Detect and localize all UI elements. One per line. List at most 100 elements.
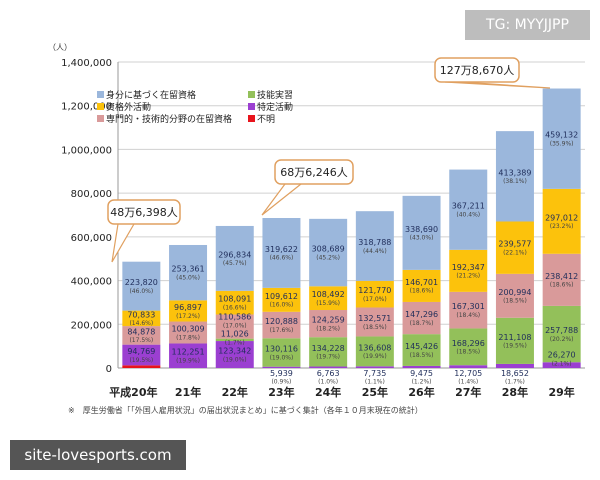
data-label: 12,705 <box>454 369 482 378</box>
bar-segment <box>215 338 254 342</box>
bar-segment <box>262 366 301 368</box>
data-label-percent: (19.7%) <box>316 354 340 361</box>
data-label-percent: (18.6%) <box>410 288 434 295</box>
bar-segment <box>122 261 161 311</box>
bar-segment <box>262 311 301 339</box>
data-label: 94,769 <box>127 347 155 356</box>
data-label: 132,571 <box>358 314 391 323</box>
bar-segment <box>169 321 208 344</box>
bar-segment <box>402 195 441 270</box>
data-label-percent: (19.9%) <box>176 358 200 365</box>
callout-pointer <box>111 223 135 263</box>
watermark-bottom: site-lovesports.com <box>10 440 186 470</box>
data-label-percent: (1.2%) <box>412 379 432 386</box>
data-label: 11,026 <box>221 330 249 339</box>
watermark-top: TG: MYYJJPP <box>465 10 590 40</box>
x-tick-label: 21年 <box>175 385 201 399</box>
bar-segment <box>355 211 394 281</box>
data-label: 84,878 <box>127 327 155 336</box>
data-label: 100,309 <box>172 325 205 334</box>
bar-segment <box>542 253 581 306</box>
data-label-percent: (19.5%) <box>503 343 527 350</box>
data-label-percent: (22.1%) <box>503 249 527 256</box>
data-label: 146,701 <box>405 278 438 287</box>
bar-segment <box>169 343 208 368</box>
data-label: 5,939 <box>270 369 293 378</box>
data-label-percent: (18.5%) <box>363 324 387 331</box>
bar-segment <box>215 314 254 339</box>
y-tick-label: 1,000,000 <box>61 145 112 156</box>
data-label: 26,270 <box>548 351 576 360</box>
data-label: 134,228 <box>312 344 345 353</box>
data-label-percent: (45.0%) <box>176 274 200 281</box>
bar-segment <box>449 365 488 368</box>
footnote: ※ 厚生労働省「「外国人雇用状況」の届出状況まとめ」に基づく集計（各年１０月末現… <box>68 406 423 415</box>
data-label: 108,091 <box>218 295 251 304</box>
data-label-percent: (17.8%) <box>176 334 200 341</box>
x-tick-label: 29年 <box>548 385 574 399</box>
data-label: 145,426 <box>405 342 438 351</box>
callout-total: 68万6,246人 <box>280 166 348 179</box>
x-tick-label: 27年 <box>455 385 481 399</box>
data-label-percent: (19.5%) <box>129 357 153 364</box>
y-tick-label: 1,400,000 <box>61 58 112 69</box>
x-tick-label: 28年 <box>502 385 528 399</box>
bar-segment <box>355 307 394 337</box>
data-label-percent: (20.2%) <box>550 336 574 343</box>
data-label-percent: (1.4%) <box>458 379 478 386</box>
y-tick-label: 1,200,000 <box>61 102 112 113</box>
data-label-percent: (18.2%) <box>316 325 340 332</box>
legend-label: 専門的・技術的分野の在留資格 <box>106 113 232 125</box>
y-tick-label: 400,000 <box>71 277 112 288</box>
data-label: 147,296 <box>405 310 438 319</box>
data-label-percent: (35.9%) <box>550 140 574 147</box>
data-label: 168,296 <box>452 339 485 348</box>
data-label: 7,735 <box>363 369 386 378</box>
y-unit-label: （人） <box>48 43 72 52</box>
data-label: 338,690 <box>405 225 438 234</box>
bar-segment <box>542 362 581 368</box>
legend-swatch <box>248 103 255 110</box>
y-tick-label: 600,000 <box>71 233 112 244</box>
callout-pointer <box>261 183 302 216</box>
data-label: 238,412 <box>545 272 578 281</box>
bar-segment <box>169 244 208 301</box>
data-label: 18,652 <box>501 369 529 378</box>
bar-segment <box>215 290 254 315</box>
bar-segment <box>122 344 161 366</box>
x-tick-label: 26年 <box>408 385 434 399</box>
data-label: 167,301 <box>452 302 485 311</box>
data-label: 130,116 <box>265 344 298 353</box>
bar-segment <box>402 269 441 302</box>
bar-segment <box>495 363 534 368</box>
bar-segment <box>542 88 581 189</box>
data-label: 124,259 <box>312 316 345 325</box>
legend-swatch <box>248 91 255 98</box>
bar-segment <box>309 286 348 311</box>
data-label: 108,492 <box>312 290 345 299</box>
bar-segment <box>262 218 301 288</box>
data-label: 123,342 <box>218 347 251 356</box>
data-label: 112,251 <box>172 348 205 357</box>
bar-segment <box>309 366 348 368</box>
x-tick-label: 24年 <box>315 385 341 399</box>
data-label: 318,788 <box>358 238 391 247</box>
bar-segment-unknown <box>122 365 161 368</box>
data-label-percent: (15.9%) <box>316 300 340 307</box>
data-label-percent: (45.2%) <box>316 254 340 261</box>
data-label: 253,361 <box>172 265 205 274</box>
data-label: 297,012 <box>545 213 578 222</box>
legend-label: 技能実習 <box>257 89 293 101</box>
bar-segment <box>355 366 394 368</box>
y-tick-label: 800,000 <box>71 189 112 200</box>
data-label: 136,608 <box>358 343 391 352</box>
y-tick-label: 200,000 <box>71 320 112 331</box>
legend-label: 特定活動 <box>257 101 293 113</box>
data-label-percent: (1.7%) <box>225 339 245 346</box>
data-label-percent: (38.1%) <box>503 178 527 185</box>
data-label: 257,788 <box>545 326 578 335</box>
data-label-percent: (21.2%) <box>456 273 480 280</box>
data-label: 9,475 <box>410 369 433 378</box>
data-label: 319,622 <box>265 245 298 254</box>
data-label-percent: (17.6%) <box>270 327 294 334</box>
